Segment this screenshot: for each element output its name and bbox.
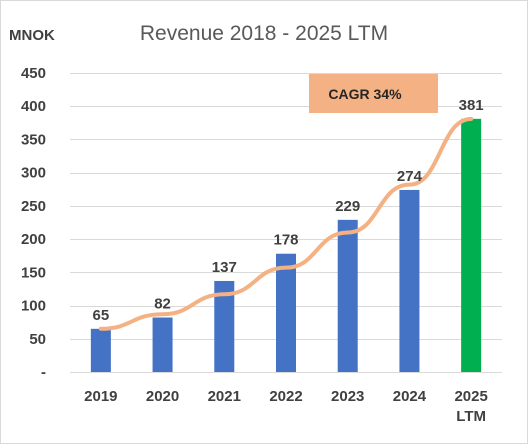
bar [337,219,358,372]
y-axis-ticks: - 50 100 150 200 250 300 350 400 450 [21,65,46,381]
cagr-annotation: CAGR 34% [309,74,438,113]
trendline [98,116,474,331]
x-axis-ticks: 2019 2020 2021 2022 2023 2024 2025 LTM [84,388,488,425]
y-tick-label: 200 [21,231,46,248]
bar-value-label: 274 [397,168,423,185]
y-tick-label: 100 [21,298,46,315]
bar-value-label: 229 [335,198,360,215]
x-tick-label: 2023 [331,388,364,405]
trendline-layer [98,116,474,331]
y-tick-label: 250 [21,198,46,215]
x-tick-label: 2020 [146,388,179,405]
x-tick-line: 2024 [393,388,427,405]
y-axis-unit-label: MNOK [9,27,55,44]
bar [214,280,235,372]
x-tick-line: 2022 [269,388,302,405]
y-tick-label: 50 [29,331,46,348]
bar [90,328,111,372]
x-tick-line: 2021 [208,388,241,405]
y-tick-label: 400 [21,98,46,115]
bar [461,118,482,372]
x-tick-label: 2025 LTM [454,388,487,425]
bar-value-label: 178 [273,232,298,249]
value-labels: 65 82 137 178 229 274 381 [93,97,484,324]
bars [90,118,482,372]
bar-value-label: 82 [154,296,171,313]
cagr-box [309,74,438,113]
x-tick-line: 2025 [454,388,487,405]
x-tick-line: 2020 [146,388,179,405]
bar-value-label: 65 [93,307,110,324]
y-tick-label: 450 [21,65,46,82]
x-tick-label: 2019 [84,388,117,405]
bar [399,189,420,372]
x-tick-line: 2023 [331,388,364,405]
x-tick-label: 2021 [208,388,241,405]
chart-title: Revenue 2018 - 2025 LTM [140,22,388,45]
x-tick-line: LTM [456,408,486,425]
y-tick-label: 150 [21,264,46,281]
x-tick-label: 2022 [269,388,302,405]
y-tick-label: 350 [21,131,46,148]
bar [276,253,296,372]
y-tick-label: - [41,364,46,381]
y-tick-label: 300 [21,165,46,182]
x-tick-label: 2024 [393,388,427,405]
bar-value-label: 137 [212,259,237,276]
bar-value-label: 381 [459,97,484,114]
cagr-label: CAGR 34% [328,86,402,102]
x-tick-line: 2019 [84,388,117,405]
bar [152,317,173,372]
